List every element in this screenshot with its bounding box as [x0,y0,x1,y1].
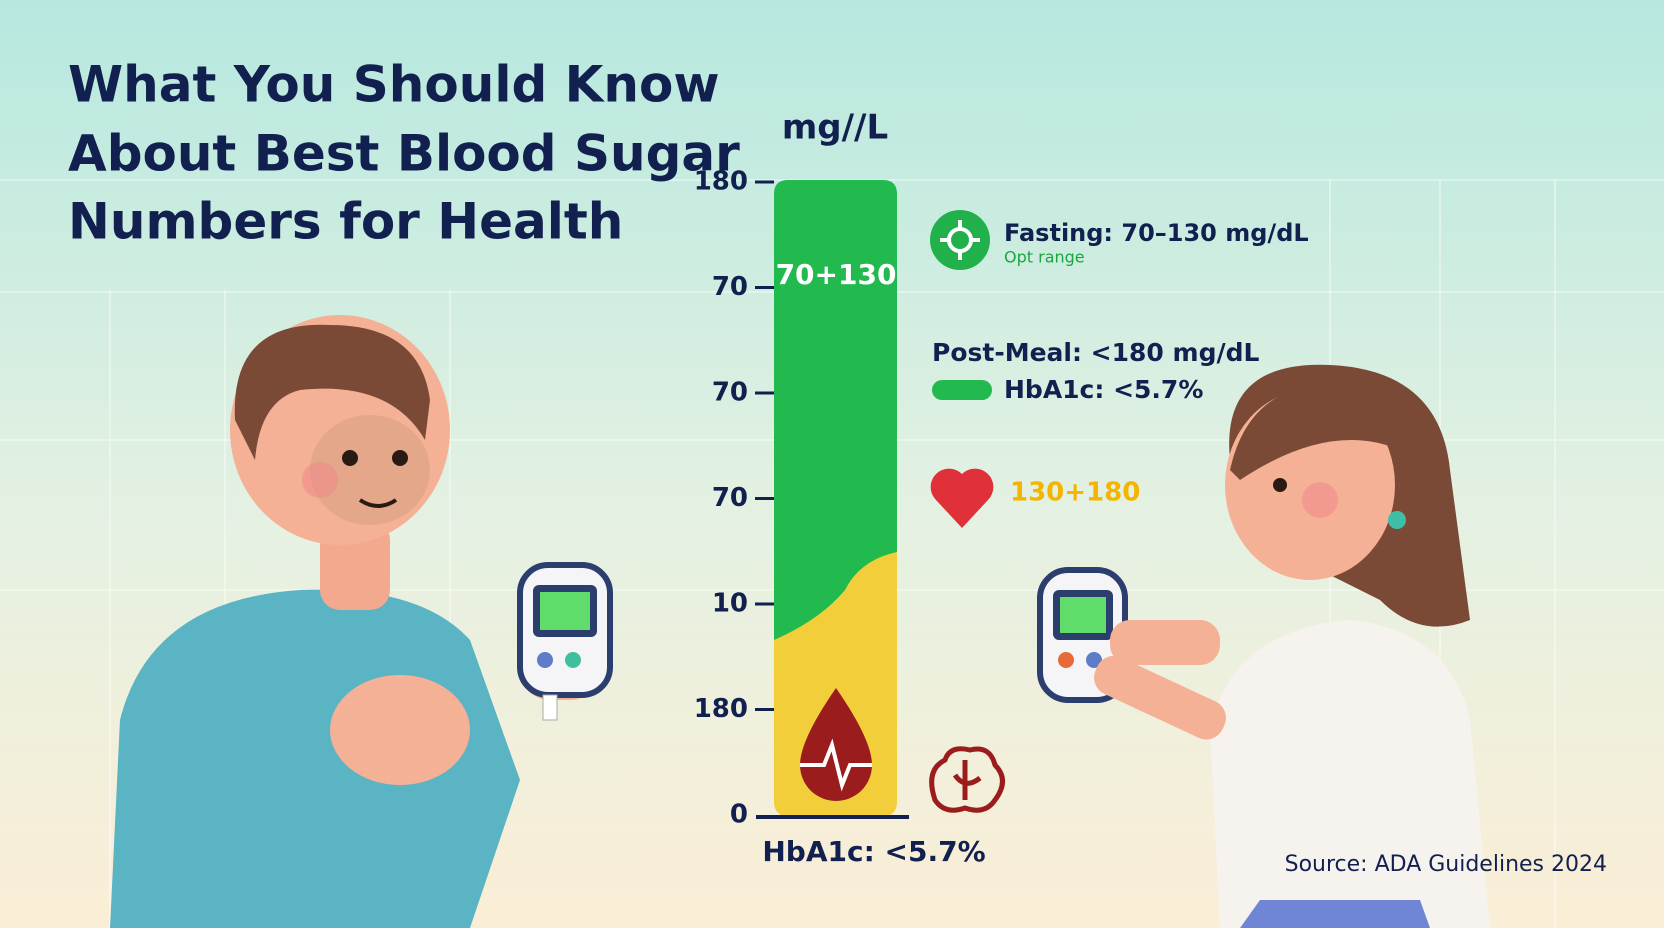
tick-label: 180 [694,694,748,724]
bar-label: 70+130 [776,258,897,291]
blood-drop-icon [800,688,872,801]
man-illustration [110,315,613,928]
unit-label: mg//L [782,108,888,148]
tick-label: 180 [694,167,748,197]
legend-hba1c: HbA1c: <5.7% [1004,375,1203,404]
title-line: Numbers for Health [68,193,623,251]
legend-fasting-note: Opt range [1004,248,1085,267]
title-line: About Best Blood Sugar [68,125,740,183]
title: What You Should Know About Best Blood Su… [68,56,740,251]
legend-post-meal: Post-Meal: <180 mg/dL [932,338,1259,367]
title-line: What You Should Know [68,56,720,114]
gauge-bar-green [774,180,897,640]
source-note: Source: ADA Guidelines 2024 [1285,852,1607,877]
legend-swatch [932,380,992,400]
tick-label: 70 [712,272,748,302]
tick-label: 70 [712,378,748,408]
target-icon [930,210,990,270]
legend-fasting: Fasting: 70–130 mg/dL [1004,219,1309,247]
woman-illustration [1037,364,1490,928]
heart-icon [930,468,994,528]
gauge-footer: HbA1c: <5.7% [762,835,985,868]
brain-icon [929,746,1005,813]
tick-label: 0 [730,800,748,830]
tick-label: 10 [712,589,748,619]
tick-label: 70 [712,483,748,513]
legend-heart-range: 130+180 [1010,478,1140,508]
tick-group: 180 70 70 70 10 180 0 [694,167,774,830]
